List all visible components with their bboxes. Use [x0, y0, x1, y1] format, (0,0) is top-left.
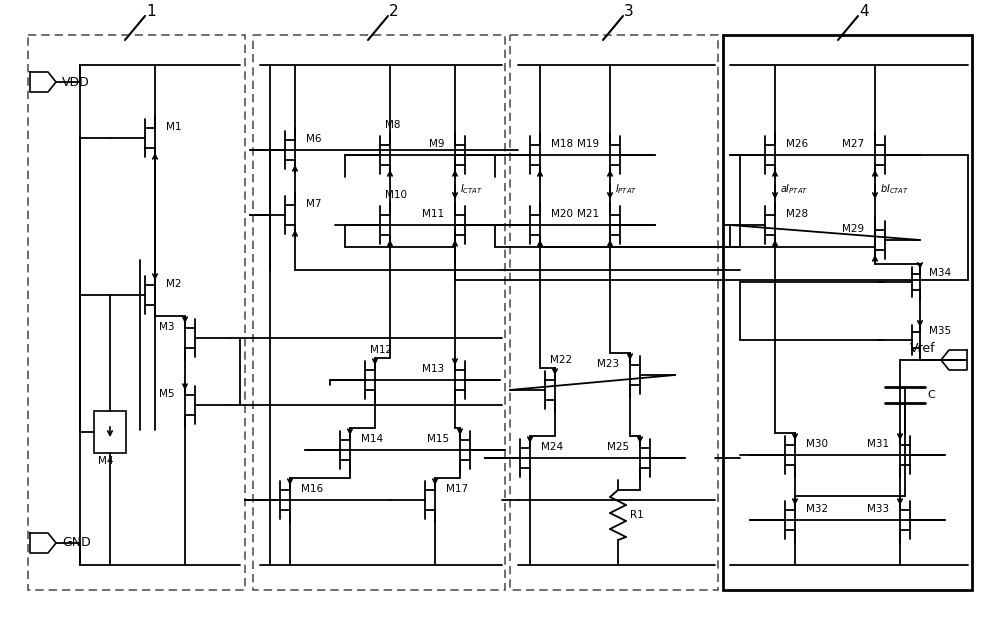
Text: $I_{PTAT}$: $I_{PTAT}$	[615, 182, 637, 196]
Text: M29: M29	[842, 224, 864, 234]
Text: M19: M19	[577, 139, 599, 149]
Text: C: C	[927, 390, 935, 400]
Text: M25: M25	[607, 442, 629, 452]
Text: M11: M11	[422, 209, 444, 219]
Text: M22: M22	[550, 355, 572, 365]
Text: $I_{CTAT}$: $I_{CTAT}$	[460, 182, 483, 196]
Text: M10: M10	[385, 190, 407, 200]
Text: M17: M17	[446, 484, 468, 494]
Text: 3: 3	[624, 4, 634, 19]
Text: M24: M24	[541, 442, 563, 452]
Text: M26: M26	[786, 139, 808, 149]
Text: M35: M35	[929, 326, 951, 336]
Text: M28: M28	[786, 209, 808, 219]
Text: M9: M9	[428, 139, 444, 149]
Text: Vref: Vref	[910, 342, 936, 355]
Text: M31: M31	[867, 439, 889, 449]
Text: 2: 2	[389, 4, 399, 19]
Text: GND: GND	[62, 536, 91, 549]
Text: M5: M5	[158, 389, 174, 399]
Text: R1: R1	[630, 510, 644, 520]
Bar	[510, 35, 718, 590]
Text: M8: M8	[385, 120, 400, 130]
Text: M21: M21	[577, 209, 599, 219]
Text: 4: 4	[859, 4, 869, 19]
Text: M33: M33	[867, 504, 889, 514]
Bar	[723, 35, 972, 590]
Text: M1: M1	[166, 122, 182, 132]
Text: M12: M12	[370, 345, 392, 355]
Text: M23: M23	[597, 359, 619, 369]
Text: M32: M32	[806, 504, 828, 514]
Text: M27: M27	[842, 139, 864, 149]
Text: $aI_{PTAT}$: $aI_{PTAT}$	[780, 182, 808, 196]
Text: M3: M3	[158, 322, 174, 332]
Bar	[28, 35, 245, 590]
Text: M7: M7	[306, 199, 322, 209]
Text: M2: M2	[166, 279, 182, 289]
Text: M16: M16	[301, 484, 323, 494]
Text: VDD: VDD	[62, 76, 90, 89]
Text: 1: 1	[146, 4, 156, 19]
Text: M13: M13	[422, 364, 444, 374]
Text: M14: M14	[361, 434, 383, 444]
Text: M15: M15	[427, 434, 449, 444]
Text: M20: M20	[551, 209, 573, 219]
Text: M6: M6	[306, 134, 322, 144]
Text: M4: M4	[98, 456, 114, 466]
Bar	[94, 411, 126, 453]
Text: M30: M30	[806, 439, 828, 449]
Text: M18: M18	[551, 139, 573, 149]
Bar	[253, 35, 505, 590]
Text: M34: M34	[929, 268, 951, 278]
Text: $bI_{CTAT}$: $bI_{CTAT}$	[880, 182, 909, 196]
